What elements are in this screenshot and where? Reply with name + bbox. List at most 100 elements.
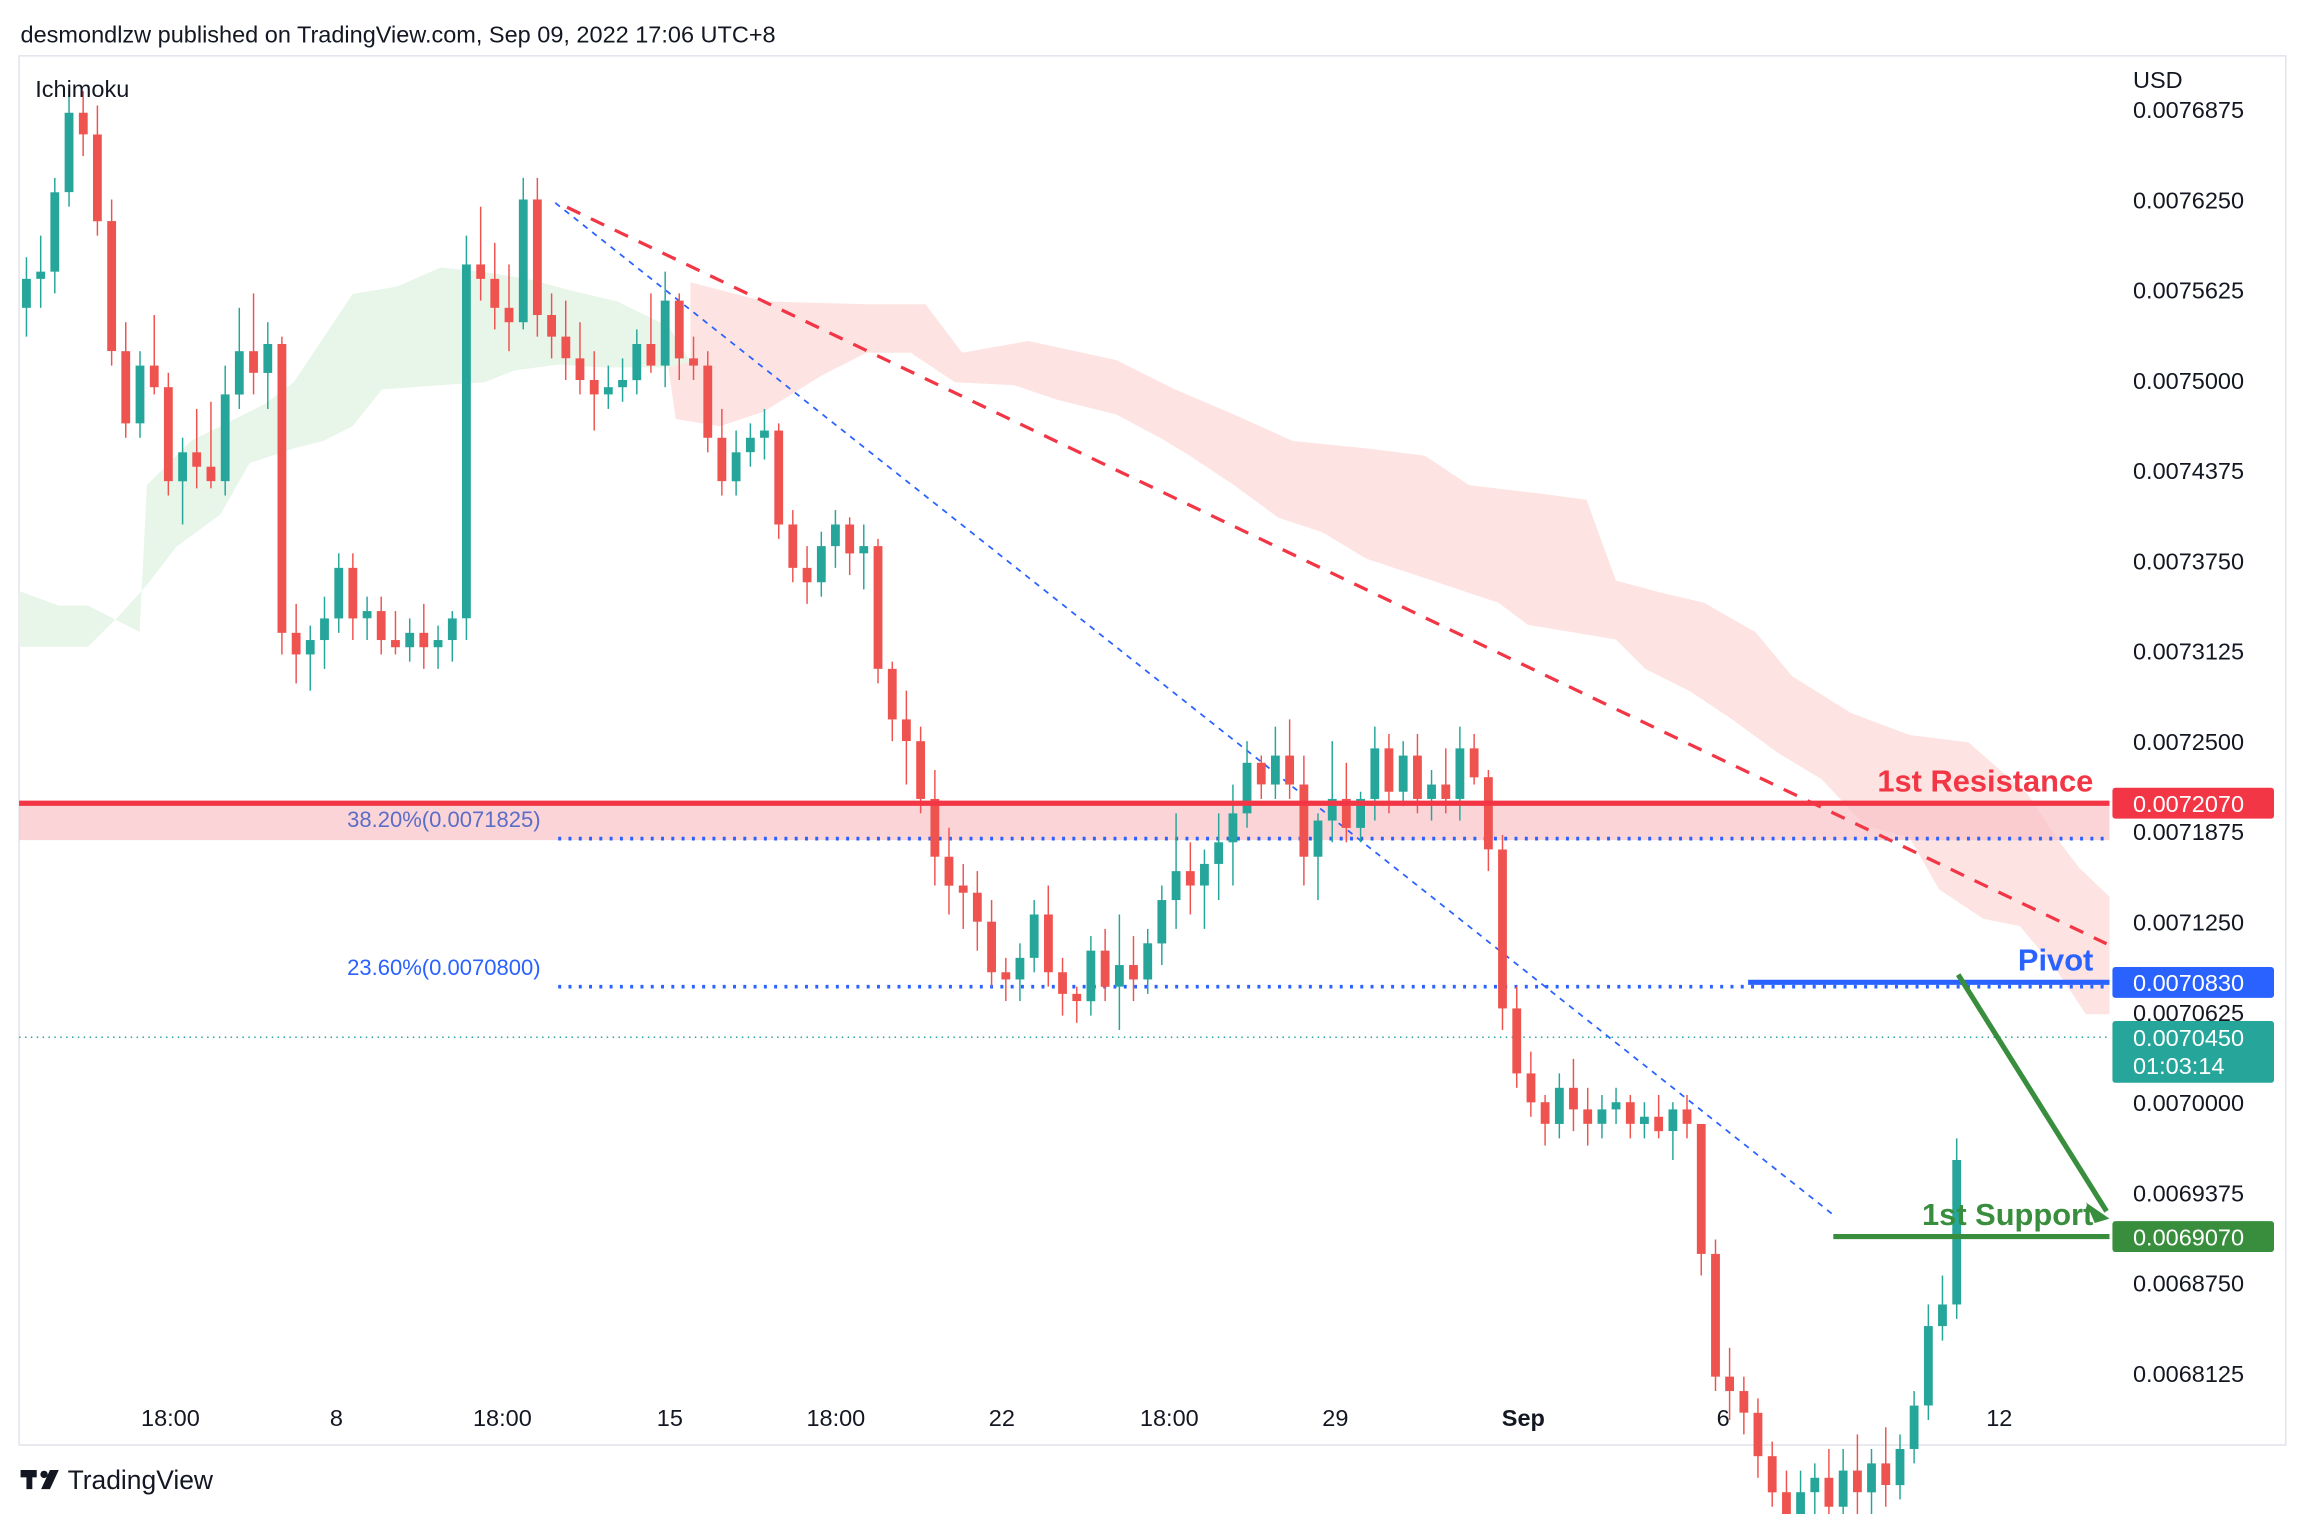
candle-body bbox=[419, 632, 429, 648]
candle bbox=[320, 596, 329, 669]
candle bbox=[1072, 986, 1082, 1023]
time-axis[interactable]: 18:00 8 18:00 15 18:00 22 18:00 29 Sep 6 12 bbox=[141, 1405, 2012, 1431]
candle-body bbox=[1143, 943, 1153, 980]
candle-body bbox=[348, 567, 358, 619]
candle bbox=[1597, 1095, 1607, 1139]
candle-body bbox=[1526, 1073, 1536, 1103]
candle bbox=[64, 91, 74, 207]
resistance-price-tag: 0.0072070 bbox=[2112, 787, 2275, 819]
candle bbox=[1824, 1448, 1834, 1514]
candle-body bbox=[944, 856, 954, 886]
candle-body bbox=[1824, 1477, 1834, 1507]
candle-body bbox=[1796, 1492, 1805, 1514]
candle-body bbox=[234, 351, 244, 395]
support-tag-bg bbox=[2112, 1221, 2275, 1252]
candle bbox=[731, 430, 741, 496]
candle-body bbox=[263, 343, 273, 373]
candle-body bbox=[405, 632, 415, 648]
candle bbox=[1356, 791, 1365, 843]
candle bbox=[206, 401, 216, 489]
candle-body bbox=[1214, 842, 1224, 864]
candle-body bbox=[887, 668, 897, 720]
support-tag-text: 0.0069070 bbox=[2133, 1224, 2244, 1250]
candle bbox=[802, 546, 812, 604]
candle-body bbox=[1427, 784, 1436, 799]
x-tick-label: 8 bbox=[330, 1405, 343, 1431]
candle bbox=[760, 408, 769, 460]
candle bbox=[277, 336, 287, 655]
candle-body bbox=[1725, 1376, 1735, 1392]
candle-body bbox=[689, 358, 698, 366]
y-tick-label: 0.0075000 bbox=[2133, 368, 2244, 394]
candle bbox=[490, 242, 500, 330]
y-tick-label: 0.0074375 bbox=[2133, 458, 2244, 484]
y-tick-label: 0.0068750 bbox=[2133, 1271, 2244, 1297]
candle bbox=[1569, 1058, 1578, 1132]
candle-body bbox=[78, 112, 88, 135]
channel-upper-line bbox=[566, 205, 2108, 946]
candle bbox=[1852, 1434, 1862, 1514]
y-tick-label: 0.0073125 bbox=[2133, 639, 2244, 665]
candle bbox=[348, 553, 358, 641]
price-axis[interactable]: 0.0076875 0.0076250 0.0075625 0.0075000 0.00… bbox=[2133, 97, 2244, 1387]
resistance-tag-bg bbox=[2112, 787, 2275, 819]
projection-line bbox=[1955, 973, 2109, 1213]
candle bbox=[1242, 741, 1252, 828]
candle-body bbox=[1668, 1109, 1678, 1132]
candle-body bbox=[391, 640, 400, 648]
candle-body bbox=[987, 921, 996, 973]
candle-body bbox=[1086, 950, 1096, 1002]
candle bbox=[689, 336, 698, 380]
candle bbox=[1810, 1463, 1820, 1514]
candle-body bbox=[1753, 1412, 1763, 1457]
candle-body bbox=[816, 546, 826, 583]
candle-body bbox=[745, 437, 755, 453]
candle-body bbox=[64, 112, 74, 193]
candle-body bbox=[1867, 1463, 1876, 1493]
tradingview-logo[interactable]: TradingView bbox=[20, 1465, 214, 1495]
candle-body bbox=[760, 430, 769, 438]
x-tick-label: 18:00 bbox=[1140, 1405, 1199, 1431]
candle-body bbox=[1895, 1448, 1905, 1486]
channel-lower-line bbox=[554, 202, 1837, 1218]
candle bbox=[1044, 885, 1053, 987]
candle bbox=[1058, 957, 1067, 1016]
candle bbox=[1725, 1347, 1735, 1421]
x-tick-label: 12 bbox=[1986, 1405, 2012, 1431]
candle-body bbox=[901, 719, 911, 742]
candle-body bbox=[1767, 1456, 1777, 1493]
candle bbox=[419, 603, 429, 669]
candle bbox=[1270, 726, 1280, 799]
candle-body bbox=[1114, 965, 1124, 987]
candle bbox=[1838, 1448, 1848, 1514]
candle-body bbox=[490, 278, 500, 308]
candle-body bbox=[121, 351, 131, 424]
candle-body bbox=[873, 546, 883, 669]
candle-body bbox=[1285, 755, 1295, 785]
candle-body bbox=[36, 271, 46, 279]
candle bbox=[1881, 1427, 1891, 1507]
x-tick-label: 29 bbox=[1322, 1405, 1348, 1431]
last-price-tag-bg bbox=[2112, 1021, 2275, 1083]
candle-body bbox=[1015, 957, 1025, 980]
fib-236-label: 23.60%(0.0070800) bbox=[347, 955, 540, 980]
candle bbox=[1157, 885, 1167, 966]
resistance-tag-text: 0.0072070 bbox=[2133, 791, 2244, 817]
candle bbox=[78, 91, 88, 157]
candle bbox=[518, 177, 528, 330]
candle bbox=[50, 177, 60, 294]
candle bbox=[1625, 1095, 1635, 1139]
x-tick-label: 18:00 bbox=[806, 1405, 865, 1431]
candle-body bbox=[703, 365, 713, 438]
candle-body bbox=[1072, 993, 1082, 1002]
candle-body bbox=[1100, 950, 1110, 987]
candle-body bbox=[320, 618, 329, 641]
candle-body bbox=[1952, 1159, 1962, 1305]
candle bbox=[1086, 936, 1096, 1016]
y-tick-label: 0.0076875 bbox=[2133, 97, 2244, 123]
candle bbox=[1327, 741, 1337, 843]
candle-body bbox=[22, 278, 31, 308]
candle bbox=[1611, 1087, 1621, 1124]
resistance-zone bbox=[19, 803, 2110, 841]
